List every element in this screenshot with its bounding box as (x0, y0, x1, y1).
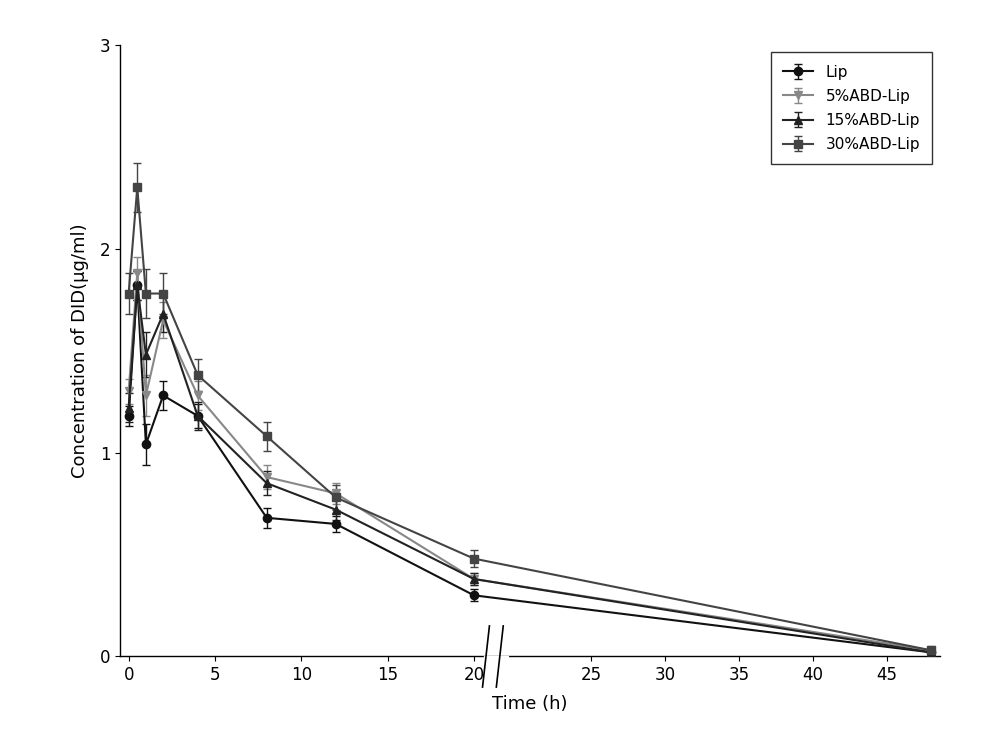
X-axis label: Time (h): Time (h) (492, 695, 568, 713)
Y-axis label: Concentration of DID(μg/ml): Concentration of DID(μg/ml) (71, 223, 89, 478)
Bar (484, 656, 508, 681)
Legend: Lip, 5%ABD-Lip, 15%ABD-Lip, 30%ABD-Lip: Lip, 5%ABD-Lip, 15%ABD-Lip, 30%ABD-Lip (771, 52, 932, 164)
